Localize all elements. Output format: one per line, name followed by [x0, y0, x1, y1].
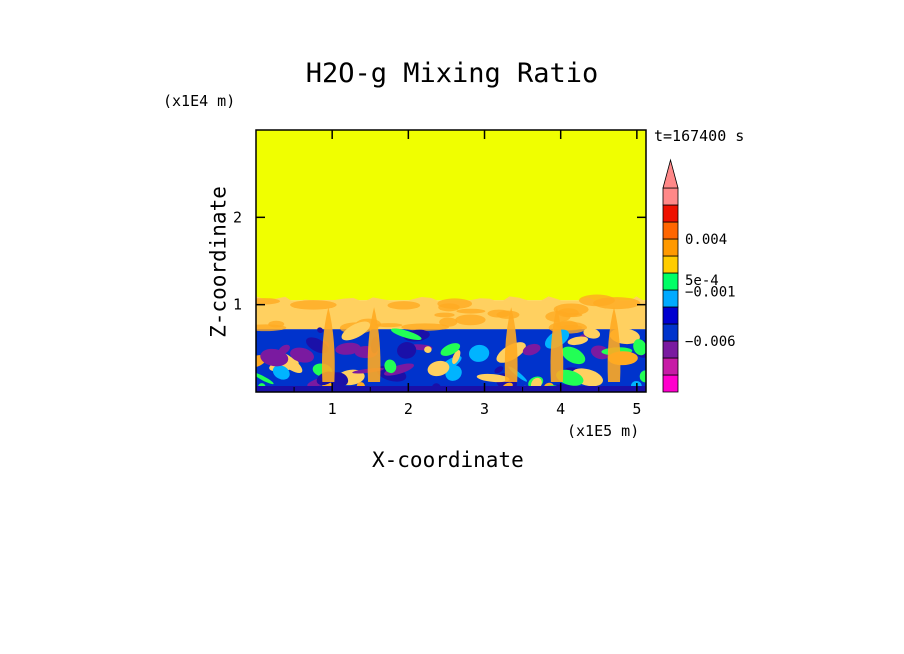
z-scale-label: (x1E4 m)	[163, 92, 236, 110]
plume	[550, 307, 564, 382]
transition-wave	[256, 296, 646, 330]
colorbar-segment	[662, 323, 679, 342]
turbulence-blob	[468, 344, 490, 362]
transition-streak	[387, 301, 421, 310]
turbulence-blob	[330, 372, 349, 387]
transition-streak	[487, 309, 511, 318]
colorbar-label: 5e-4	[685, 273, 719, 289]
region-upper	[256, 130, 646, 301]
plume	[367, 307, 381, 382]
turbulence-blob	[440, 343, 461, 356]
colorbar-segment	[662, 272, 679, 291]
turbulence-blob	[561, 346, 586, 365]
colorbar-segment	[662, 204, 679, 223]
transition-streak	[439, 317, 458, 327]
transition-streak	[556, 320, 578, 331]
plot-frame	[255, 129, 647, 393]
heatmap-field	[256, 130, 646, 392]
plume	[607, 307, 621, 382]
colorbar-segment	[662, 238, 679, 257]
x-tick-label: 2	[404, 400, 413, 418]
plume	[321, 307, 335, 382]
transition-streak	[455, 314, 486, 326]
x-tick-label: 5	[632, 400, 641, 418]
turbulence-blob	[590, 345, 610, 360]
transition-streak	[401, 323, 450, 331]
turbulence-blob	[494, 366, 504, 374]
plume	[504, 307, 518, 382]
colorbar-segment	[662, 374, 679, 393]
colorbar-label: 0.004	[685, 232, 727, 248]
colorbar-label: −0.006	[685, 334, 736, 350]
turbulence-blob	[317, 327, 324, 333]
colorbar-segment	[662, 187, 679, 206]
transition-streak	[593, 297, 641, 310]
time-label: t=167400 s	[654, 127, 745, 145]
y-tick-label: 1	[233, 296, 242, 314]
transition-streak	[268, 320, 285, 328]
turbulence-blob	[272, 365, 290, 380]
turbulence-blob	[341, 321, 371, 341]
colorbar-segment	[662, 289, 679, 308]
field-layers	[256, 130, 646, 392]
turbulence-blob	[397, 342, 417, 359]
turbulence-blob	[390, 328, 422, 340]
turbulence-blob	[256, 372, 274, 385]
colorbar-segment	[662, 306, 679, 325]
axis-ticks: 1 2 3 4 5 1 2	[233, 130, 646, 418]
turbulence-blob	[522, 343, 541, 356]
x-tick-label: 3	[480, 400, 489, 418]
turbulence-blob	[424, 346, 432, 353]
colorbar-segment	[662, 255, 679, 274]
transition-streak	[374, 323, 403, 328]
turbulence-blob	[427, 360, 450, 377]
x-tick-label: 4	[556, 400, 565, 418]
turbulence-blob	[476, 373, 510, 383]
turbulence-blob	[452, 349, 461, 365]
turbulence-blob	[633, 339, 646, 356]
x-scale-label: (x1E5 m)	[567, 422, 640, 440]
turbulence-blob	[384, 359, 397, 374]
transition-streak	[256, 298, 281, 305]
ground-band	[256, 386, 646, 392]
transition-streak	[437, 298, 473, 309]
colorbar-segment	[662, 340, 679, 359]
turbulence-blob	[567, 336, 589, 346]
colorbar-arrow	[662, 158, 679, 189]
transition-streak	[456, 308, 486, 314]
transition-streak	[290, 300, 337, 310]
transition-streak	[553, 303, 589, 316]
turbulence-blob	[583, 328, 601, 339]
colorbar-label: −0.001	[685, 285, 736, 301]
turbulence-blob	[445, 365, 462, 381]
y-tick-label: 2	[233, 208, 242, 226]
colorbar-segment	[662, 221, 679, 240]
turbulence-blob	[260, 348, 289, 367]
turbulence-blob	[290, 347, 315, 363]
x-axis-label: X-coordinate	[372, 448, 524, 472]
x-tick-label: 1	[328, 400, 337, 418]
colorbar: 0.004 5e-4−0.001 −0.006	[662, 158, 736, 393]
turbulence-blob	[335, 342, 361, 355]
transition-streak	[434, 312, 455, 318]
chart-title: H2O-g Mixing Ratio	[305, 58, 599, 89]
colorbar-segment	[662, 357, 679, 376]
